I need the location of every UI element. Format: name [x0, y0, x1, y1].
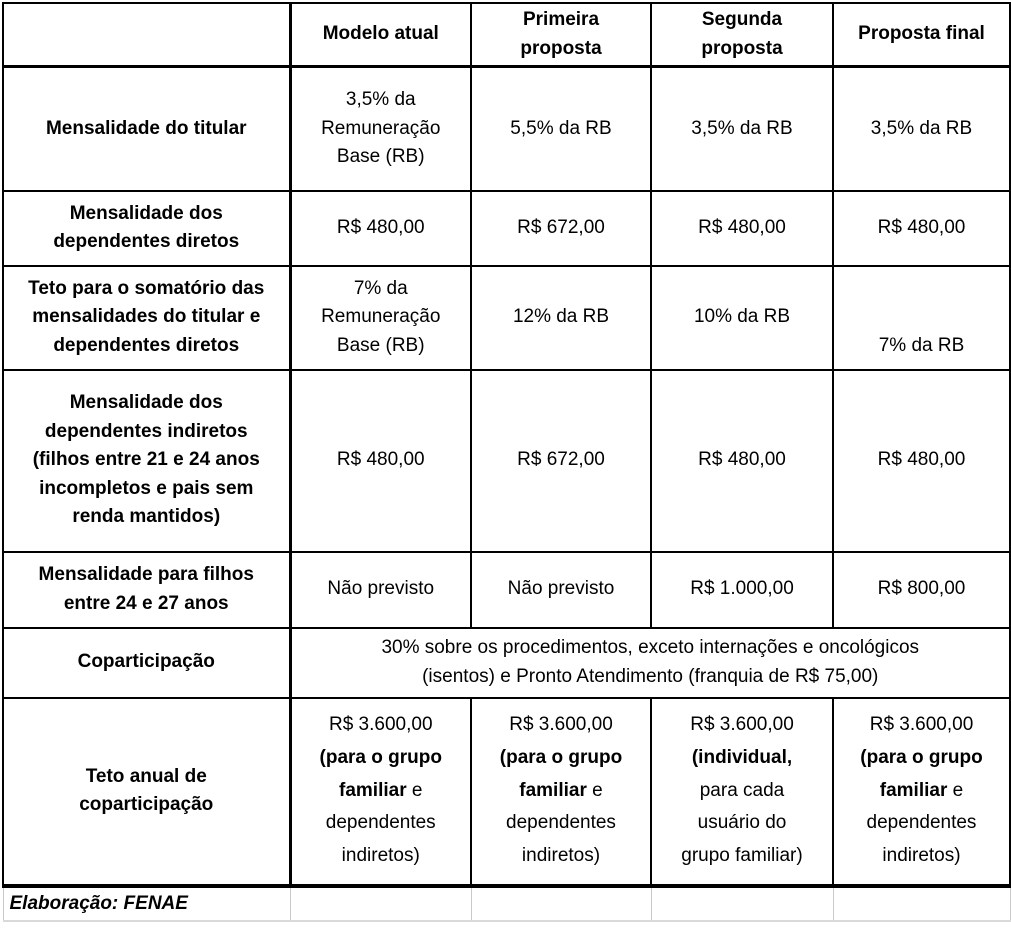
column-header-segunda-proposta: Segunda proposta: [650, 2, 834, 68]
bold-text-segment: (para o grupo familiar: [319, 746, 442, 801]
row-mensalidade-dependentes-indiretos: Mensalidade dos dependentes indiretos (f…: [2, 368, 1011, 553]
column-header-proposta-final: Proposta final: [832, 2, 1011, 68]
value-cell: 10% da RB: [650, 264, 834, 371]
row-label: Teto para o somatório das mensalidades d…: [2, 264, 292, 371]
column-header-primeira-proposta: Primeira proposta: [470, 2, 652, 68]
row-teto-somatorio: Teto para o somatório das mensalidades d…: [2, 264, 1011, 371]
value-cell: R$ 3.600,00 (individual, para cada usuár…: [650, 696, 834, 888]
row-label: Mensalidade dos dependentes diretos: [2, 189, 292, 267]
row-label: Teto anual de coparticipação: [2, 696, 292, 888]
comparison-table: Modelo atual Primeira proposta Segunda p…: [2, 2, 1011, 922]
value-cell: R$ 1.000,00: [650, 550, 834, 629]
value-cell: R$ 480,00: [832, 189, 1011, 267]
value-cell: R$ 800,00: [832, 550, 1011, 629]
empty-cell: [832, 885, 1011, 922]
value-cell: R$ 480,00: [832, 368, 1011, 553]
row-mensalidade-dependentes-diretos: Mensalidade dos dependentes diretos R$ 4…: [2, 189, 1011, 267]
bold-text-segment: (para o grupo familiar: [860, 746, 983, 801]
text-segment: R$ 3.600,00: [869, 714, 974, 736]
row-caption: Elaboração: FENAE: [2, 885, 1011, 922]
text-segment: R$ 3.600,00: [690, 714, 794, 736]
empty-cell: [470, 885, 652, 922]
column-header-modelo-atual: Modelo atual: [289, 2, 472, 68]
value-cell: R$ 3.600,00 (para o grupo familiar e dep…: [470, 696, 652, 888]
row-label: Coparticipação: [2, 626, 292, 699]
value-cell: R$ 480,00: [289, 368, 472, 553]
corner-cell: [2, 2, 292, 68]
row-teto-anual-coparticipacao: Teto anual de coparticipação R$ 3.600,00…: [2, 696, 1011, 888]
value-cell: R$ 480,00: [650, 189, 834, 267]
text-segment: R$ 3.600,00: [509, 714, 613, 736]
value-cell: 3,5% da Remuneração Base (RB): [289, 65, 472, 192]
value-cell: Não previsto: [470, 550, 652, 629]
value-cell: Não previsto: [289, 550, 472, 629]
bold-text-segment: (para o grupo familiar: [499, 746, 623, 801]
empty-cell: [289, 885, 472, 922]
value-cell: 5,5% da RB: [470, 65, 652, 192]
row-mensalidade-filhos-24-27: Mensalidade para filhos entre 24 e 27 an…: [2, 550, 1011, 629]
text-segment: e dependentes indiretos): [866, 779, 977, 866]
text-segment: R$ 3.600,00: [328, 714, 433, 736]
value-cell: 7% da RB: [832, 264, 1011, 371]
text-segment: e dependentes indiretos): [506, 779, 616, 866]
row-mensalidade-titular: Mensalidade do titular 3,5% da Remuneraç…: [2, 65, 1011, 192]
span-cell: 30% sobre os procedimentos, exceto inter…: [289, 626, 1011, 699]
value-cell: R$ 3.600,00 (para o grupo familiar e dep…: [289, 696, 472, 888]
value-cell: 7% da Remuneração Base (RB): [289, 264, 472, 371]
value-cell: R$ 480,00: [650, 368, 834, 553]
bold-text-segment: (individual,: [691, 746, 793, 768]
text-segment: para cada usuário do grupo familiar): [681, 779, 803, 866]
row-label: Mensalidade dos dependentes indiretos (f…: [2, 368, 292, 553]
row-label: Mensalidade para filhos entre 24 e 27 an…: [2, 550, 292, 629]
value-cell: R$ 672,00: [470, 368, 652, 553]
header-row: Modelo atual Primeira proposta Segunda p…: [2, 2, 1011, 68]
value-cell: 3,5% da RB: [832, 65, 1011, 192]
row-coparticipacao: Coparticipação 30% sobre os procedimento…: [2, 626, 1011, 699]
value-cell: R$ 3.600,00 (para o grupo familiar e dep…: [832, 696, 1011, 888]
text-segment: e dependentes indiretos): [325, 779, 436, 866]
row-label: Mensalidade do titular: [2, 65, 292, 192]
value-cell: R$ 480,00: [289, 189, 472, 267]
value-cell: 12% da RB: [470, 264, 652, 371]
value-cell: 3,5% da RB: [650, 65, 834, 192]
value-cell: R$ 672,00: [470, 189, 652, 267]
table-caption: Elaboração: FENAE: [2, 885, 291, 922]
empty-cell: [650, 885, 834, 922]
